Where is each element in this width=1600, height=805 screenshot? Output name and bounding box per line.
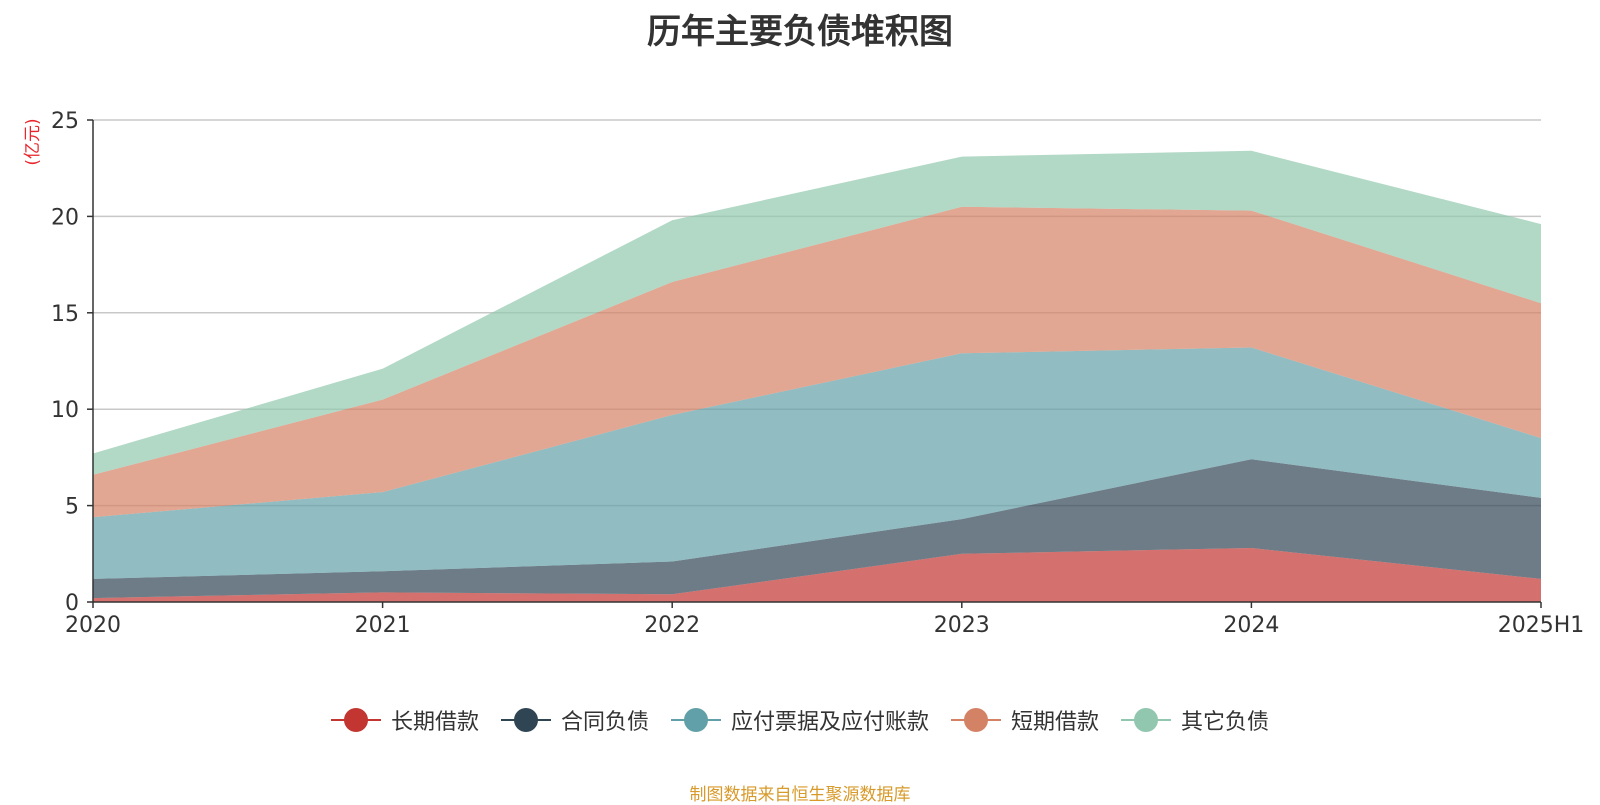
legend-marker-icon [330,708,381,732]
legend-item[interactable]: 合同负债 [500,704,649,736]
y-tick-label: 15 [51,302,79,327]
x-tick-label: 2020 [65,613,121,638]
legend-marker-icon [500,708,551,732]
x-tick-label: 2022 [644,613,700,638]
y-tick-label: 25 [51,109,79,134]
x-tick-label: 2024 [1223,613,1279,638]
area-短期借款 [93,206,1541,518]
source-note: 制图数据来自恒生聚源数据库 [689,785,911,805]
legend-marker-icon [1121,708,1172,732]
y-tick-label: 20 [51,205,79,230]
axes: 0 5 10 15 20 25 2020 2021 2022 2023 2024 2025H1 [51,109,1584,638]
y-axis-unit-label: (亿元) [23,118,43,165]
legend-label: 合同负债 [560,710,649,735]
y-tick-label: 0 [65,591,79,616]
x-tick-label: 2021 [355,613,411,638]
legend-label: 长期借款 [390,710,479,735]
legend-item[interactable]: 短期借款 [951,704,1099,736]
legend-item[interactable]: 长期借款 [330,704,479,736]
y-tick-label: 5 [65,495,79,520]
legend-marker-icon [951,708,1001,732]
area-其它负债 [93,150,1541,475]
legend: 长期借款 合同负债 应付票据及应付账款 短期借款 其它负债 [0,704,1600,736]
legend-label: 应付票据及应付账款 [730,710,929,735]
area-长期借款 [93,548,1541,602]
legend-item[interactable]: 其它负债 [1121,704,1269,736]
legend-label: 其它负债 [1181,710,1270,735]
y-tick-label: 10 [51,398,79,423]
chart-title: 历年主要负债堆积图 [647,12,953,52]
area-series [93,150,1541,602]
legend-label: 短期借款 [1011,710,1100,735]
legend-marker-icon [670,708,721,732]
legend-item[interactable]: 应付票据及应付账款 [670,704,929,736]
x-tick-label: 2025H1 [1498,613,1585,638]
area-合同负债 [93,459,1541,599]
area-应付票据及应付账款 [93,347,1541,579]
x-tick-label: 2023 [934,613,990,638]
